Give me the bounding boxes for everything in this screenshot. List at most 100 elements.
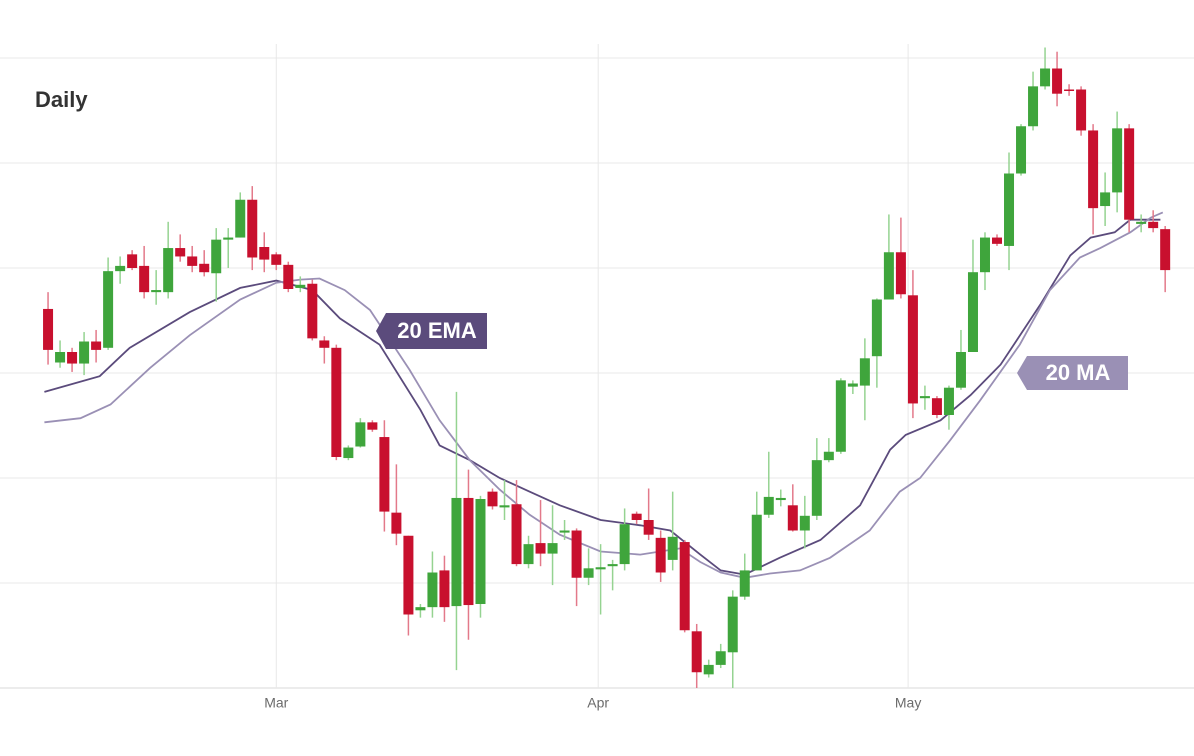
candle-body — [715, 651, 726, 665]
candle-body — [931, 398, 942, 415]
candle-body — [475, 499, 486, 604]
candle-body — [511, 504, 522, 565]
candle-body — [619, 524, 630, 565]
candle-body — [775, 497, 786, 501]
candle-body — [943, 387, 954, 415]
candle-body — [427, 572, 438, 608]
candle-body — [967, 272, 978, 352]
candle-body — [247, 199, 258, 258]
candle-body — [667, 536, 678, 560]
candle-body — [235, 199, 246, 238]
candle-body — [835, 380, 846, 452]
candle-body — [1100, 192, 1111, 207]
candle-body — [919, 396, 930, 399]
candle-body — [1076, 89, 1087, 131]
candle-body — [1052, 68, 1063, 94]
candle-body — [979, 237, 990, 273]
candle-body — [391, 512, 402, 534]
candle-body — [1040, 68, 1051, 87]
candle-body — [607, 564, 618, 567]
candle-body — [403, 535, 414, 615]
candle-body — [583, 568, 594, 578]
candle-body — [211, 239, 222, 274]
candle-body — [859, 358, 870, 386]
candle-body — [571, 530, 582, 578]
candle-body — [1004, 173, 1015, 246]
candle-body — [535, 543, 546, 554]
candle-body — [992, 237, 1003, 244]
candle-body — [259, 247, 270, 260]
candle-body — [523, 544, 534, 565]
candle-body — [1136, 221, 1147, 224]
candle-body — [631, 513, 642, 520]
candle-body — [223, 237, 234, 240]
x-tick-label: May — [895, 695, 921, 711]
candle-body — [55, 352, 66, 363]
candle-body — [763, 496, 774, 515]
candle-body — [103, 271, 114, 348]
candles — [43, 47, 1171, 688]
candle-body — [955, 352, 966, 388]
candle-body — [487, 491, 498, 507]
candle-body — [415, 607, 426, 611]
candle-body — [871, 299, 882, 357]
candle-body — [1016, 126, 1027, 174]
candle-body — [67, 352, 78, 364]
x-tick-label: Mar — [264, 695, 288, 711]
candle-body — [367, 422, 378, 430]
x-tick-label: Apr — [587, 695, 609, 711]
candle-body — [175, 248, 186, 257]
candle-body — [907, 295, 918, 404]
candle-body — [1088, 130, 1099, 209]
candle-body — [1124, 128, 1135, 220]
candle-body — [1112, 128, 1123, 193]
candle-body — [151, 290, 162, 293]
candle-body — [127, 254, 138, 268]
candle-body — [691, 631, 702, 673]
ema-tag-label: 20 EMA — [397, 318, 477, 343]
candle-body — [1160, 229, 1171, 271]
candle-body — [307, 283, 318, 339]
candle-body — [91, 341, 102, 350]
candle-body — [283, 264, 294, 289]
candle-body — [847, 383, 858, 387]
candle-body — [379, 437, 390, 512]
candle-body — [499, 505, 510, 508]
candle-body — [655, 537, 666, 573]
candle-body — [43, 308, 54, 350]
chart-title: Daily — [35, 87, 88, 112]
candle-body — [463, 497, 474, 606]
candle-body — [883, 252, 894, 300]
grid: Mar Apr May — [0, 44, 1194, 711]
candle-body — [703, 664, 714, 675]
candle-body — [799, 515, 810, 531]
candle-body — [1028, 86, 1039, 127]
candle-body — [79, 341, 90, 364]
candle-body — [751, 514, 762, 571]
candle-body — [439, 570, 450, 608]
candle-body — [295, 284, 306, 288]
ema-tag: 20 EMA — [376, 313, 487, 349]
candle-body — [199, 263, 210, 273]
candle-body — [343, 447, 354, 459]
candle-body — [679, 542, 690, 631]
candle-body — [1064, 89, 1075, 91]
candle-body — [451, 497, 462, 607]
candle-body — [319, 340, 330, 348]
candle-body — [559, 530, 570, 533]
candle-body — [163, 248, 174, 293]
ema-tag-box — [376, 313, 487, 349]
candle-body — [331, 347, 342, 457]
candle-body — [271, 254, 282, 265]
candle-body — [811, 460, 822, 516]
candle-body — [187, 256, 198, 266]
ma-tag-label: 20 MA — [1046, 360, 1111, 385]
candle-body — [547, 543, 558, 554]
candle-body — [823, 451, 834, 461]
candle-body — [355, 422, 366, 447]
candle-body — [787, 505, 798, 531]
candle-body — [739, 570, 750, 597]
ma-tag-box — [1017, 356, 1128, 390]
candle-body — [895, 252, 906, 295]
